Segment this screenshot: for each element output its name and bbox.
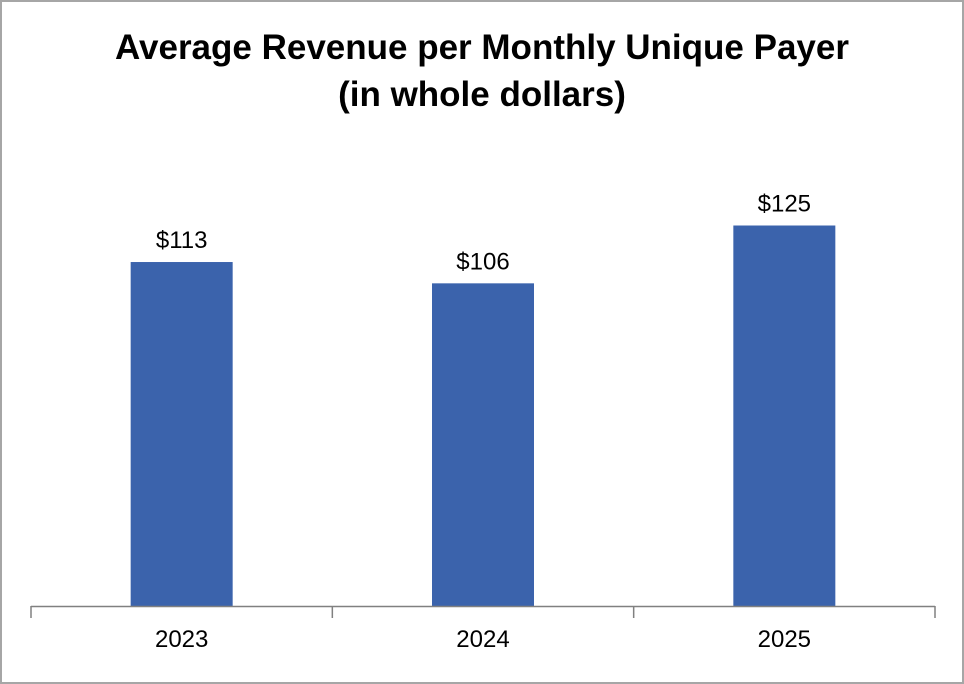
data-label-2024: $106 bbox=[456, 248, 509, 275]
data-label-2023: $113 bbox=[156, 227, 208, 254]
bar-2025 bbox=[733, 225, 836, 606]
chart-title: Average Revenue per Monthly Unique Payer bbox=[115, 28, 849, 67]
bar-2023 bbox=[130, 262, 233, 606]
x-tick-label-2023: 2023 bbox=[155, 626, 208, 653]
bar-2024 bbox=[432, 283, 534, 606]
x-tick-label-2025: 2025 bbox=[758, 626, 811, 653]
chart-subtitle: (in whole dollars) bbox=[338, 75, 626, 114]
data-label-2025: $125 bbox=[758, 191, 811, 218]
x-tick-label-2024: 2024 bbox=[456, 626, 509, 653]
